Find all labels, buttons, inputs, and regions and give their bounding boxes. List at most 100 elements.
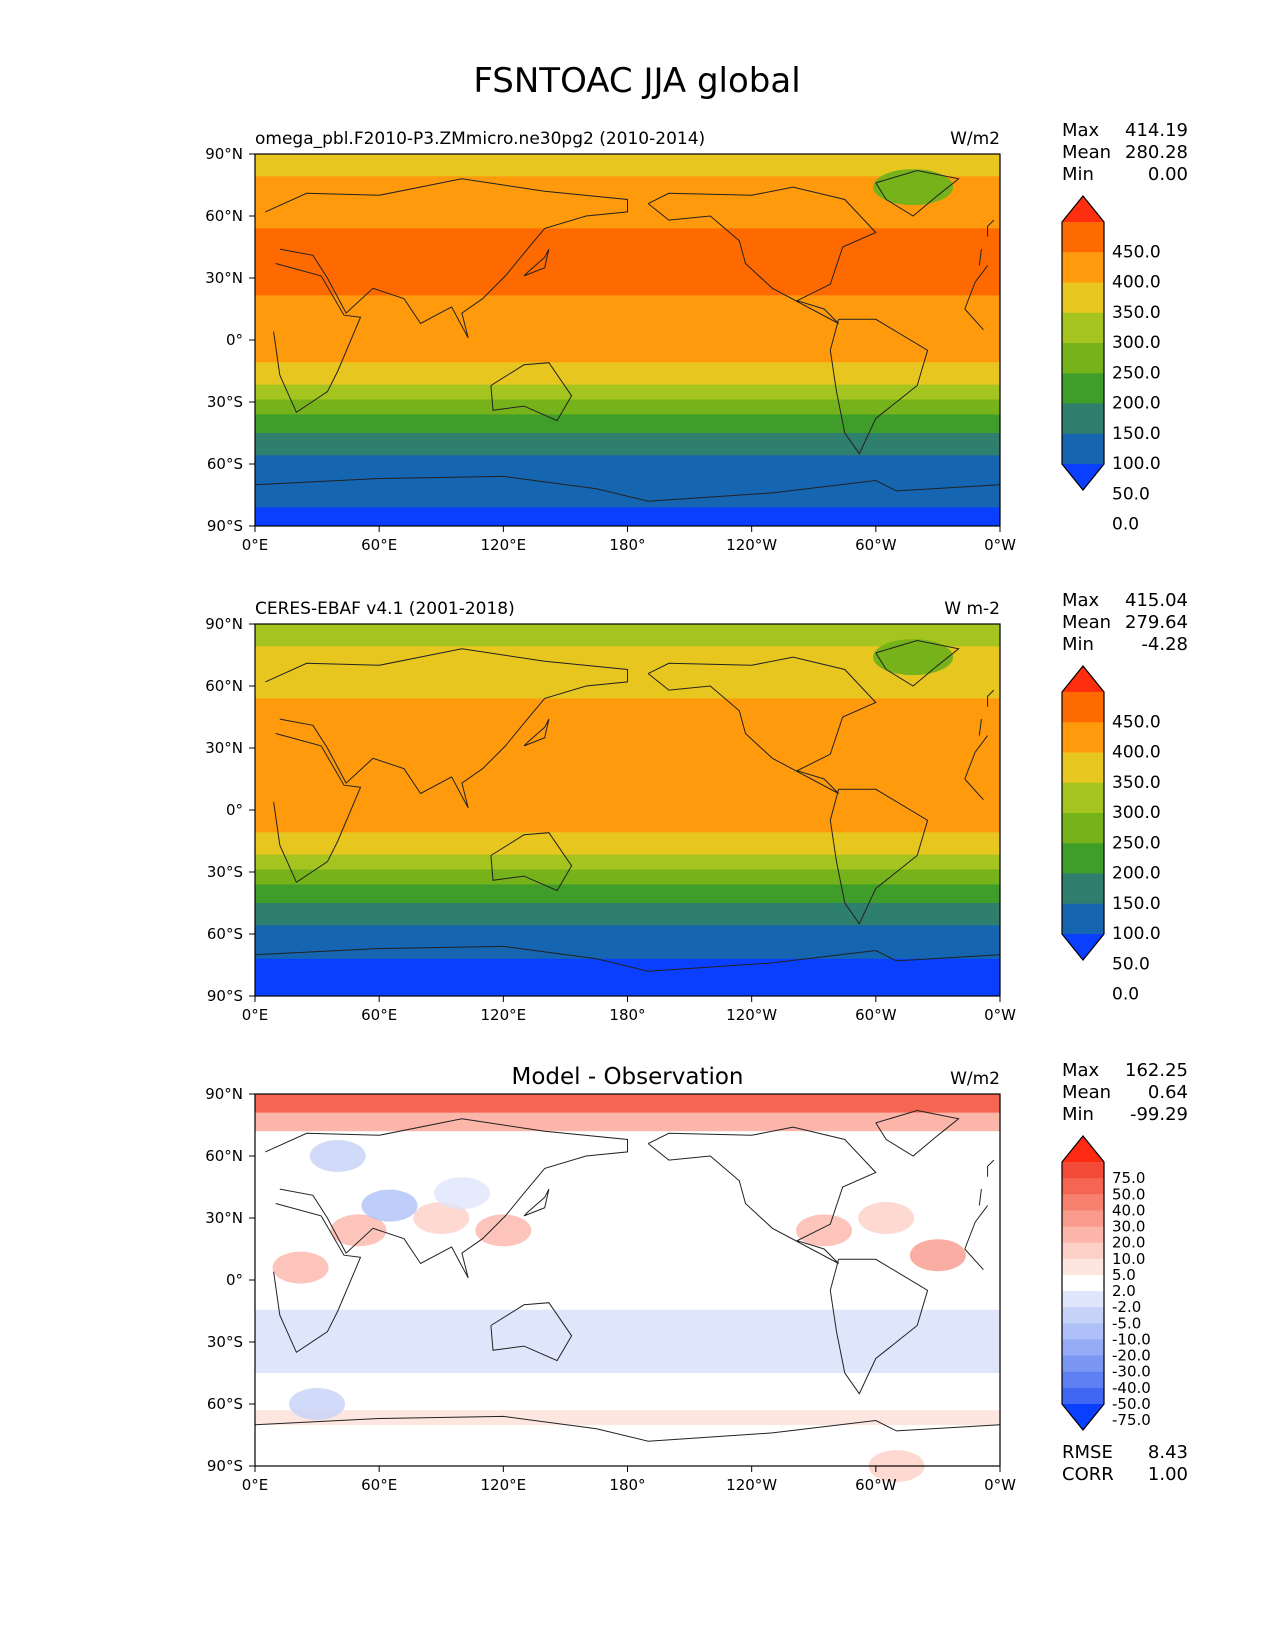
stat-label: Mean — [1062, 612, 1111, 633]
anomaly-patch-1 — [272, 1251, 329, 1284]
colorbar-segment — [1062, 433, 1104, 465]
coastline-5 — [829, 318, 929, 455]
colorbar-segment — [1062, 1371, 1104, 1389]
panel-units: W/m2 — [950, 129, 1000, 149]
y-tick-label: 60°N — [205, 677, 243, 695]
colorbar-segment — [1062, 312, 1104, 344]
coastline-1 — [273, 1203, 988, 1354]
x-tick-label: 60°W — [855, 1006, 897, 1024]
y-tick-label: 90°N — [205, 145, 243, 163]
extra-stat-label: RMSE — [1062, 1442, 1113, 1463]
colorbar-extend-bottom — [1062, 1404, 1104, 1430]
colorbar-segment — [1062, 903, 1104, 935]
map-band-4 — [255, 765, 1000, 800]
colorbar-extend-top — [1062, 1136, 1104, 1162]
coastline-9 — [987, 689, 995, 707]
colorbar-extend-top — [1062, 196, 1104, 222]
anomaly-patch-7 — [909, 1239, 966, 1272]
panel-units: W/m2 — [950, 1069, 1000, 1089]
x-tick-label: 0°E — [242, 536, 269, 554]
panel-2: 0°E 60°E 120°E 180° 120°W 60°W 0°W 90°N 60°N 30°N… — [205, 590, 1188, 1024]
stat-value: -99.29 — [1130, 1104, 1188, 1125]
map-field — [255, 624, 1000, 997]
y-tick-label: 60°S — [207, 925, 243, 943]
y-tick-label: 0° — [226, 801, 243, 819]
colorbar-label: 300.0 — [1112, 803, 1161, 823]
coastline-7 — [254, 475, 1001, 502]
x-tick-label: 180° — [609, 536, 645, 554]
colorbar-segment — [1062, 1291, 1104, 1308]
anomaly-patch-2 — [330, 1214, 387, 1247]
colorbar-outline — [1061, 195, 1105, 491]
x-tick-label: 0°E — [242, 1006, 269, 1024]
map-band-7 — [255, 854, 1000, 871]
map-band-7 — [255, 384, 1000, 401]
coastline-8 — [523, 1188, 550, 1217]
x-tick-label: 120°E — [481, 1476, 527, 1494]
colorbar-label: 200.0 — [1112, 864, 1161, 884]
y-tick-label: 30°N — [205, 269, 243, 287]
figure-title: FSNTOAC JJA global — [473, 61, 800, 101]
colorbar-extend-bottom — [1062, 464, 1104, 490]
colorbar-label: -30.0 — [1112, 1363, 1151, 1381]
colorbar-segment — [1062, 782, 1104, 814]
colorbar-label: 40.0 — [1112, 1201, 1145, 1219]
extra-stat-value: 1.00 — [1148, 1464, 1188, 1485]
map-band-3 — [255, 228, 1000, 296]
panel-left-title: omega_pbl.F2010-P3.ZMmicro.ne30pg2 (2010… — [255, 129, 705, 149]
x-tick-label: 120°W — [726, 1476, 777, 1494]
colorbar-label: 250.0 — [1112, 833, 1161, 853]
coastline-7 — [254, 945, 1001, 972]
colorbar-label: 50.0 — [1112, 954, 1150, 974]
colorbar-segment — [1062, 843, 1104, 874]
map-band-5 — [255, 798, 1000, 833]
x-tick-label: 0°W — [984, 1476, 1016, 1494]
map-band-6 — [255, 832, 1000, 856]
extra-stat-value: 8.43 — [1148, 1442, 1188, 1463]
colorbar-label: 400.0 — [1112, 743, 1161, 763]
map-band-2 — [255, 1112, 1000, 1132]
panel-units: W m-2 — [944, 599, 1000, 619]
coastline-7 — [254, 1415, 1001, 1442]
y-tick-label: 90°N — [205, 1085, 243, 1103]
coastline-5 — [829, 788, 929, 925]
colorbar-segment — [1062, 722, 1104, 753]
y-tick-label: 90°N — [205, 615, 243, 633]
map-band-11 — [255, 455, 1000, 508]
panel-3: 0°E 60°E 120°E 180° 120°W 60°W 0°W 90°N 60°N 30°N… — [205, 1060, 1188, 1494]
colorbar-segment — [1062, 752, 1104, 784]
panels: 0°E 60°E 120°E 180° 120°W 60°W 0°W 90°N 60°N 30°N… — [205, 120, 1188, 1494]
x-tick-label: 60°W — [855, 1476, 897, 1494]
coastline-3 — [490, 362, 573, 422]
stat-label: Max — [1062, 120, 1100, 141]
colorbar-label: 250.0 — [1112, 363, 1161, 383]
coastline-6 — [875, 1109, 960, 1157]
map-band-11 — [255, 925, 1000, 960]
colorbar: 450.0 400.0 350.0 300.0 250.0 200.0 150.0 100.0… — [1061, 195, 1161, 535]
colorbar-label: 450.0 — [1112, 712, 1161, 732]
colorbar-label: -75.0 — [1112, 1411, 1151, 1429]
y-tick-label: 30°S — [207, 1333, 243, 1351]
colorbar-segment — [1062, 282, 1104, 314]
anomaly-patch-3 — [413, 1202, 470, 1234]
map-band-6 — [255, 1373, 1000, 1411]
colorbar-segment — [1062, 1258, 1104, 1276]
x-tick-label: 60°W — [855, 536, 897, 554]
stat-label: Mean — [1062, 1082, 1111, 1103]
y-tick-label: 30°N — [205, 739, 243, 757]
map-band-6 — [255, 362, 1000, 386]
coastline-1 — [273, 263, 988, 414]
colorbar-label: -10.0 — [1112, 1330, 1151, 1348]
stat-value: 0.00 — [1148, 164, 1188, 185]
x-tick-label: 60°E — [361, 1476, 397, 1494]
coastline-4 — [647, 186, 877, 324]
panel-left-title: CERES-EBAF v4.1 (2001-2018) — [255, 599, 515, 619]
colorbar-label: 200.0 — [1112, 394, 1161, 414]
coastline-3 — [490, 832, 573, 892]
anomaly-patch-12 — [289, 1388, 346, 1420]
greenland-patch — [873, 169, 954, 206]
y-tick-label: 0° — [226, 331, 243, 349]
map-band-4 — [255, 1280, 1000, 1311]
x-tick-label: 120°E — [481, 1006, 527, 1024]
